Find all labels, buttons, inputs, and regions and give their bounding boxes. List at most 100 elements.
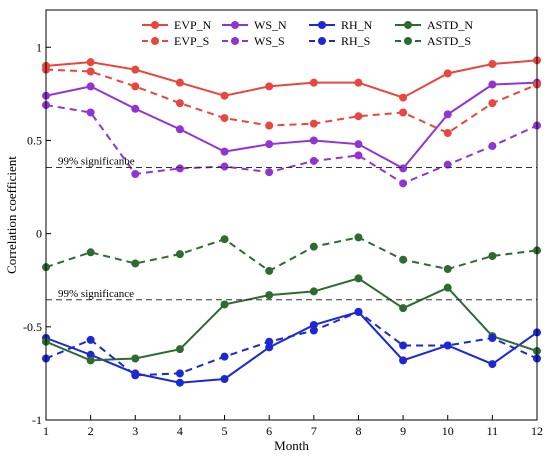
data-point xyxy=(220,114,229,123)
legend-marker xyxy=(318,37,326,45)
legend-item: WS_N xyxy=(222,18,287,32)
data-point xyxy=(488,80,497,89)
y-tick-label: 0.5 xyxy=(27,133,42,147)
legend-label: WS_S xyxy=(254,34,285,48)
data-point xyxy=(354,140,363,149)
data-point xyxy=(488,252,497,260)
data-point xyxy=(309,287,318,296)
legend-marker xyxy=(404,37,412,45)
data-point xyxy=(399,255,408,264)
data-point xyxy=(175,125,184,134)
data-point xyxy=(175,369,184,378)
data-point xyxy=(443,129,452,137)
data-point xyxy=(86,58,95,67)
legend-label: WS_N xyxy=(254,18,287,32)
x-tick-label: 3 xyxy=(132,424,138,438)
data-point xyxy=(220,91,229,100)
x-tick-label: 4 xyxy=(177,424,183,438)
series-line xyxy=(45,310,538,384)
series-line xyxy=(45,59,538,99)
plot-frame xyxy=(45,9,538,421)
legend-label: RH_S xyxy=(341,34,370,48)
data-point xyxy=(399,93,408,102)
data-point xyxy=(86,356,95,365)
data-point xyxy=(175,78,184,87)
x-tick-label: 12 xyxy=(531,424,543,438)
data-point xyxy=(265,291,274,300)
data-point xyxy=(265,343,274,352)
series-evp-n xyxy=(42,56,541,102)
data-point xyxy=(220,162,229,171)
y-tick-label: -0.5 xyxy=(23,320,42,334)
legend-label: RH_N xyxy=(341,18,373,32)
legend-label: ASTD_N xyxy=(427,18,473,32)
data-point xyxy=(86,67,95,76)
x-tick-label: 11 xyxy=(487,424,499,438)
data-point xyxy=(309,326,318,335)
series-rh-s xyxy=(42,307,541,380)
data-point xyxy=(354,78,363,87)
significance-label: 99% significanbe xyxy=(58,155,135,167)
series-evp-s xyxy=(42,65,541,137)
series-ws-s xyxy=(42,101,541,188)
legend-marker xyxy=(404,21,412,29)
data-point xyxy=(86,350,95,359)
legend-marker xyxy=(151,37,159,45)
data-point xyxy=(220,147,229,156)
legend-item: RH_N xyxy=(309,18,373,32)
series-line xyxy=(45,104,538,185)
data-point xyxy=(354,274,363,283)
data-point xyxy=(399,304,408,313)
data-point xyxy=(354,233,363,242)
data-point xyxy=(488,142,497,151)
significance-lines: 99% significanbe 99% significance xyxy=(46,155,537,301)
data-point xyxy=(488,360,497,369)
data-point xyxy=(443,265,452,274)
legend-marker xyxy=(318,21,326,29)
legend-marker xyxy=(151,21,159,29)
data-point xyxy=(309,136,318,145)
data-point xyxy=(86,82,95,91)
legend-label: EVP_N xyxy=(174,18,212,32)
series-line xyxy=(45,236,538,273)
data-point xyxy=(131,65,140,74)
data-point xyxy=(265,121,274,130)
series-line xyxy=(45,81,538,170)
series-line xyxy=(45,277,538,362)
data-point xyxy=(399,356,408,365)
data-point xyxy=(220,375,229,383)
data-point xyxy=(86,335,95,344)
x-tick-label: 5 xyxy=(222,424,228,438)
data-point xyxy=(354,151,363,160)
data-point xyxy=(175,378,184,387)
data-point xyxy=(488,99,497,108)
series-astd-s xyxy=(42,233,541,275)
legend-item: RH_S xyxy=(309,34,370,48)
data-point xyxy=(488,334,497,342)
legend-label: EVP_S xyxy=(174,34,209,48)
data-point xyxy=(220,300,229,309)
data-point xyxy=(131,259,140,268)
legend-label: ASTD_S xyxy=(427,34,471,48)
data-point xyxy=(175,345,184,354)
axes: 1 2 3 4 5 6 7 8 9 10 11 12-1-0.500.51 xyxy=(23,40,543,438)
legend-item: ASTD_S xyxy=(395,34,471,48)
legend-item: ASTD_N xyxy=(395,18,473,32)
data-point xyxy=(220,352,229,361)
legend-item: WS_S xyxy=(222,34,285,48)
y-tick-label: 0 xyxy=(36,227,42,241)
significance-label: 99% significance xyxy=(58,288,134,300)
series-line xyxy=(45,310,538,377)
data-point xyxy=(131,170,140,178)
x-tick-label: 1 xyxy=(43,424,49,438)
data-point xyxy=(309,320,318,329)
series-rh-n xyxy=(42,307,541,387)
data-point xyxy=(265,140,274,149)
data-point xyxy=(131,82,140,91)
data-point xyxy=(309,119,318,128)
data-point xyxy=(265,266,274,275)
data-point xyxy=(131,371,140,380)
data-point xyxy=(86,248,95,257)
x-tick-label: 2 xyxy=(88,424,94,438)
legend-item: EVP_S xyxy=(142,34,209,48)
